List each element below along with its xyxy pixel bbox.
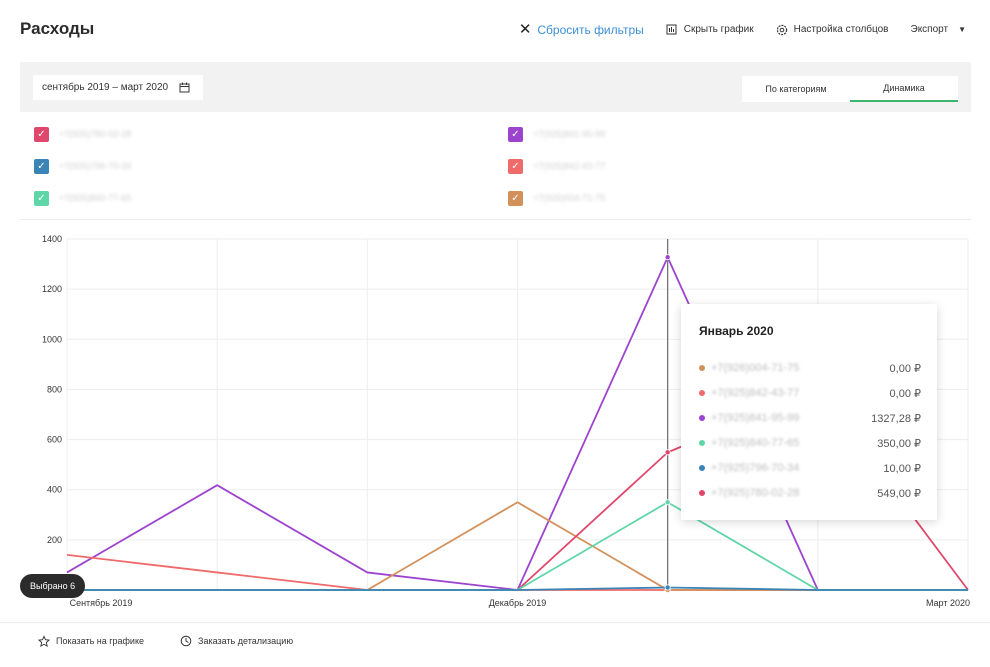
y-tick-label: 600 <box>47 435 62 445</box>
tooltip-row-value: 549,00 ₽ <box>877 487 921 500</box>
series-line <box>67 586 968 591</box>
tooltip-row-label: +7(925)780-02-28 <box>711 487 800 499</box>
legend-item[interactable]: ✓ +7(925)842-43-77 <box>508 158 605 174</box>
calendar-icon <box>178 82 190 94</box>
tooltip-row: +7(925)796-70-34 10,00 ₽ <box>699 461 921 475</box>
y-tick-label: 1200 <box>42 284 62 294</box>
star-icon <box>38 634 50 647</box>
hide-chart-button[interactable]: Скрыть график <box>666 24 754 36</box>
legend-label: +7(925)796-70-34 <box>59 161 132 171</box>
y-tick-label: 1400 <box>42 234 62 244</box>
bottom-actions: Показать на графике Заказать детализацию <box>38 634 293 647</box>
document-icon <box>180 635 192 647</box>
x-tick-label: Сентябрь 2019 <box>70 598 133 608</box>
tooltip-row-value: 0,00 ₽ <box>889 387 921 400</box>
chart-svg: 200 400 600 800 1000 1200 1400 Сентябрь 2019 Дек… <box>42 234 970 608</box>
order-details-button[interactable]: Заказать детализацию <box>180 635 293 647</box>
caret-down-icon: ▼ <box>958 25 966 34</box>
show-on-chart-button[interactable]: Показать на графике <box>38 634 145 647</box>
legend-label: +7(925)842-43-77 <box>533 161 606 171</box>
x-tick-label: Март 2020 <box>926 598 970 608</box>
checkbox-checked-icon[interactable]: ✓ <box>34 126 49 142</box>
tooltip-row-label: +7(925)840-77-65 <box>711 437 800 449</box>
checkbox-checked-icon[interactable]: ✓ <box>508 190 523 206</box>
legend-item[interactable]: ✓ +7(925)841-95-99 <box>508 126 605 142</box>
y-tick-label: 400 <box>47 485 62 495</box>
legend-item[interactable]: ✓ +7(925)780-02-28 <box>34 126 131 142</box>
tab-dynamics[interactable]: Динамика <box>850 76 958 102</box>
chart-tooltip: Январь 2020 +7(926)004-71-75 0,00 ₽ +7(9… <box>681 304 937 520</box>
legend-label: +7(925)841-95-99 <box>533 129 606 139</box>
tooltip-row-value: 350,00 ₽ <box>877 437 921 450</box>
data-point <box>664 254 671 261</box>
column-settings-button[interactable]: Настройка столбцов <box>776 24 889 36</box>
order-details-label: Заказать детализацию <box>198 636 294 646</box>
legend-label: +7(926)004-71-75 <box>533 193 606 203</box>
tooltip-row-label: +7(925)842-43-77 <box>711 387 800 399</box>
reset-filters-button[interactable]: ✕ Сбросить фильтры <box>519 22 644 37</box>
series-dot-icon <box>699 365 705 371</box>
tooltip-row: +7(926)004-71-75 0,00 ₽ <box>699 361 921 375</box>
series-dot-icon <box>699 415 705 421</box>
y-tick-label: 200 <box>47 535 62 545</box>
filter-bar: сентябрь 2019 – март 2020 По категориям … <box>20 62 971 112</box>
chart-legend: ✓ +7(925)780-02-28 ✓ +7(925)841-95-99 ✓ … <box>20 118 971 220</box>
page-title: Расходы <box>20 19 95 38</box>
checkbox-checked-icon[interactable]: ✓ <box>34 190 49 206</box>
tooltip-row: +7(925)842-43-77 0,00 ₽ <box>699 386 921 400</box>
series-dot-icon <box>699 440 705 446</box>
show-on-chart-label: Показать на графике <box>56 636 145 646</box>
tooltip-row: +7(925)840-77-65 350,00 ₽ <box>699 436 921 450</box>
bottom-bar: Показать на графике Заказать детализацию <box>0 622 990 667</box>
export-label: Экспорт <box>910 24 949 35</box>
chart-icon <box>666 24 678 36</box>
top-bar: Расходы ✕ Сбросить фильтры Скрыть график… <box>0 0 990 60</box>
series-dot-icon <box>699 465 705 471</box>
tooltip-row: +7(925)841-95-99 1327,28 ₽ <box>699 411 921 425</box>
reset-filters-label: Сбросить фильтры <box>537 22 644 37</box>
legend-item[interactable]: ✓ +7(925)796-70-34 <box>34 158 131 174</box>
tab-by-categories[interactable]: По категориям <box>765 84 827 94</box>
series-dot-icon <box>699 490 705 496</box>
selected-count-badge[interactable]: Выбрано 6 <box>20 574 86 598</box>
header-actions: ✕ Сбросить фильтры Скрыть график Настрой… <box>519 22 966 37</box>
data-point <box>664 499 671 506</box>
checkbox-checked-icon[interactable]: ✓ <box>508 158 523 174</box>
legend-label: +7(925)780-02-28 <box>59 129 132 139</box>
tooltip-row-label: +7(926)004-71-75 <box>711 362 800 374</box>
hide-chart-label: Скрыть график <box>683 24 754 35</box>
export-dropdown[interactable]: Экспорт ▼ <box>911 24 967 35</box>
tooltip-title: Январь 2020 <box>699 324 774 338</box>
checkbox-checked-icon[interactable]: ✓ <box>508 126 523 142</box>
close-icon: ✕ <box>518 21 532 38</box>
line-chart[interactable]: 200 400 600 800 1000 1200 1400 Сентябрь 2019 Дек… <box>0 222 990 617</box>
data-point <box>664 584 671 591</box>
x-tick-label: Декабрь 2019 <box>489 598 547 608</box>
view-tabs: По категориям Динамика <box>742 76 958 102</box>
tooltip-row-value: 1327,28 ₽ <box>871 412 921 425</box>
tooltip-row-value: 10,00 ₽ <box>883 462 921 475</box>
y-tick-label: 800 <box>47 384 62 394</box>
date-range-value: сентябрь 2019 – март 2020 <box>42 82 169 93</box>
data-point <box>664 449 671 456</box>
gear-icon <box>776 24 788 36</box>
checkbox-checked-icon[interactable]: ✓ <box>34 158 49 174</box>
column-settings-label: Настройка столбцов <box>793 24 889 35</box>
tooltip-row-value: 0,00 ₽ <box>889 362 921 375</box>
tooltip-row: +7(925)780-02-28 549,00 ₽ <box>699 486 921 500</box>
legend-label: +7(925)840-77-65 <box>59 193 132 203</box>
y-tick-label: 1000 <box>42 334 62 344</box>
series-dot-icon <box>699 390 705 396</box>
tooltip-row-label: +7(925)796-70-34 <box>711 462 800 474</box>
date-range-picker[interactable]: сентябрь 2019 – март 2020 <box>33 75 203 100</box>
legend-item[interactable]: ✓ +7(926)004-71-75 <box>508 190 605 206</box>
tooltip-row-label: +7(925)841-95-99 <box>711 412 800 424</box>
legend-item[interactable]: ✓ +7(925)840-77-65 <box>34 190 131 206</box>
